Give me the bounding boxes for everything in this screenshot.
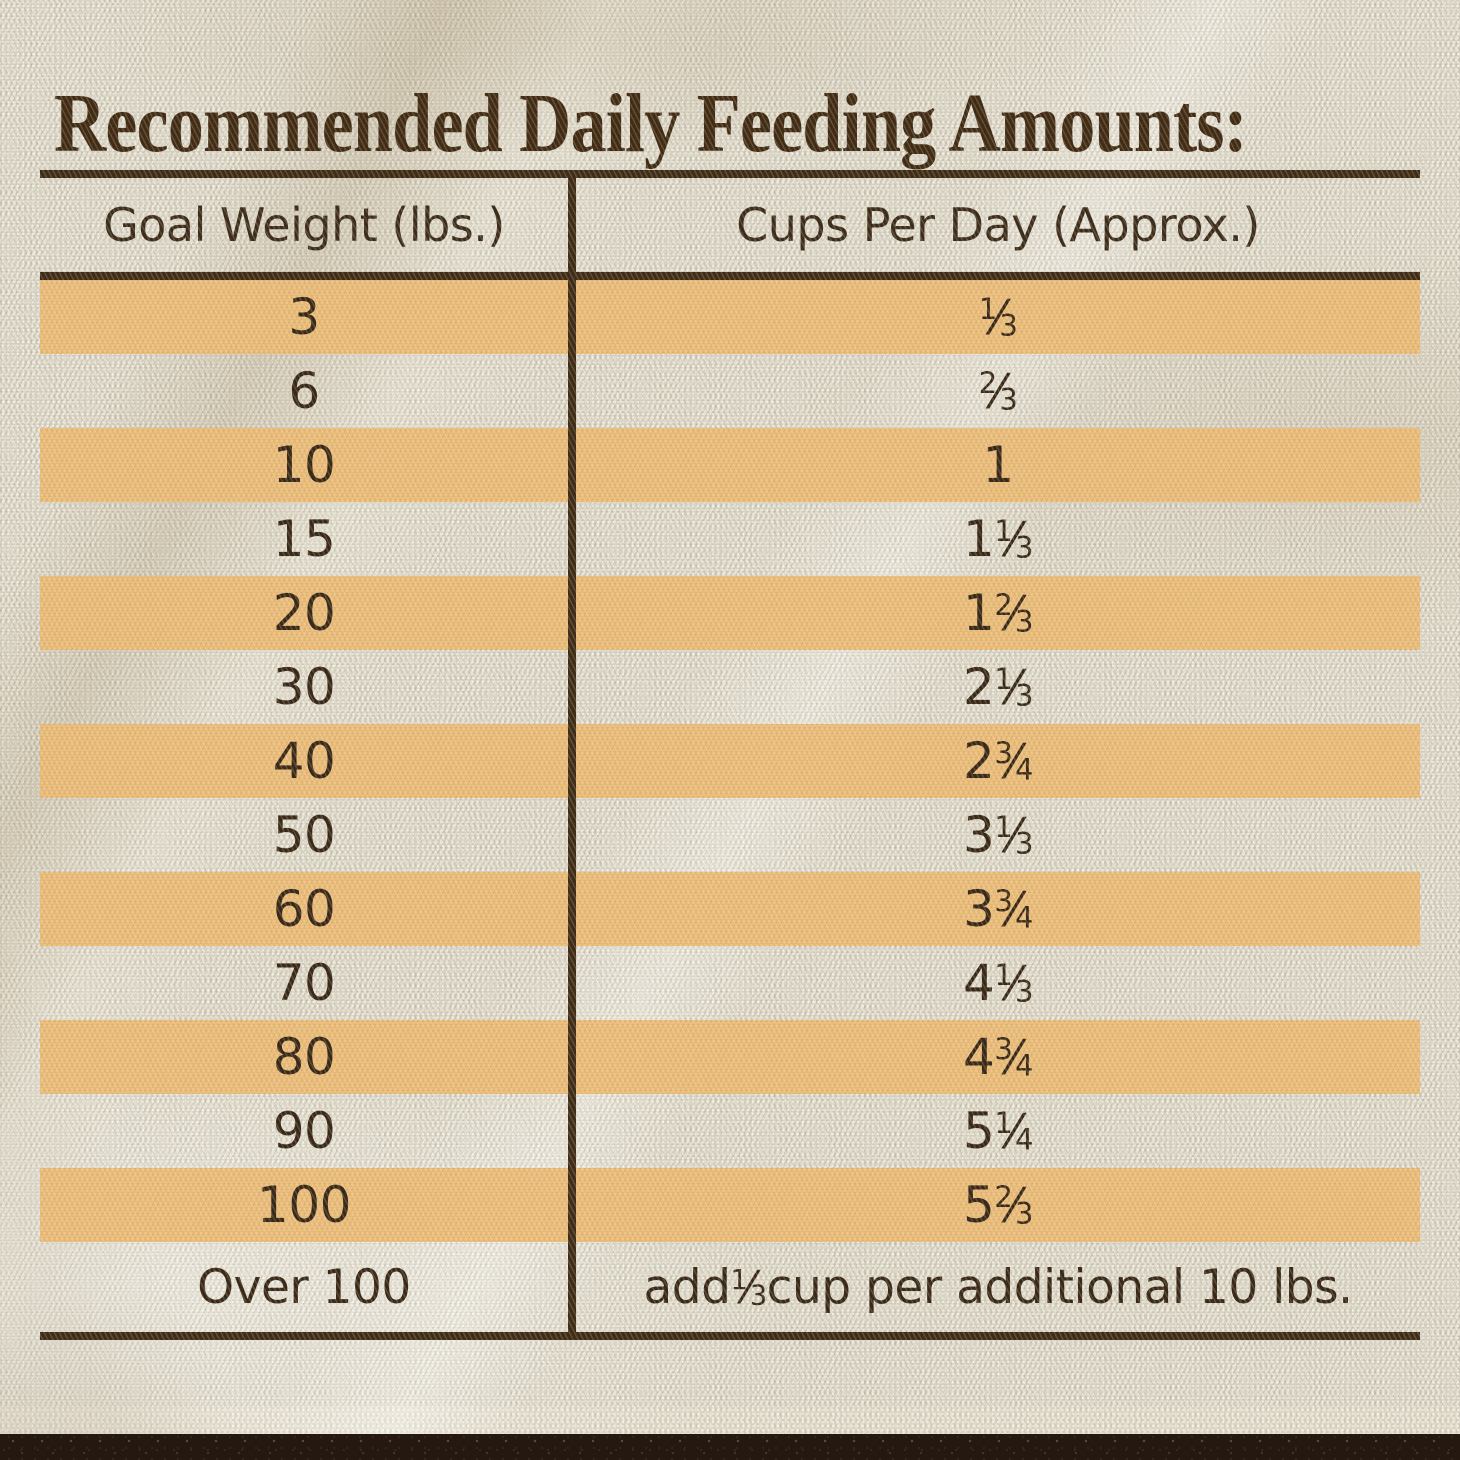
table-row: 15 1 1⁄3 (40, 502, 1420, 576)
goal-weight-cell: 40 (272, 732, 336, 790)
cups-cell: 4 1⁄3 (963, 954, 1033, 1012)
table-top-rule (40, 170, 1420, 178)
fraction: 1⁄3 (978, 291, 1018, 346)
cups-cell: 1⁄3 (576, 280, 1420, 354)
goal-weight-cell: 15 (272, 510, 336, 568)
cups-cell: 3 3⁄4 (963, 880, 1033, 938)
fraction: 1⁄3 (994, 809, 1033, 864)
fraction: 3⁄4 (994, 1031, 1033, 1086)
goal-weight-cell: Over 100 (197, 1259, 411, 1315)
fraction: 3⁄4 (994, 735, 1033, 790)
table-row: 10 1 (40, 428, 1420, 502)
goal-weight-cell: 30 (272, 658, 336, 716)
cups-cell: 2 1⁄3 (963, 658, 1033, 716)
goal-weight-cell: 80 (272, 1028, 336, 1086)
accent-bar (0, 1406, 1460, 1434)
goal-weight-cell: 60 (272, 880, 336, 938)
goal-weight-cell: 20 (272, 584, 336, 642)
header-separator-rule (40, 272, 1420, 280)
cups-cell: 1 (982, 436, 1014, 494)
cups-cell: add 1⁄3 cup per additional 10 lbs. (643, 1259, 1353, 1315)
fraction: 2⁄3 (994, 587, 1033, 642)
goal-weight-cell: 10 (272, 436, 336, 494)
column-header-cups-per-day: Cups Per Day (Approx.) (736, 198, 1260, 252)
column-header-goal-weight: Goal Weight (lbs.) (103, 198, 505, 252)
table-row: 70 4 1⁄3 (40, 946, 1420, 1020)
cups-cell: 5 1⁄4 (963, 1102, 1033, 1160)
table-bottom-rule (40, 1332, 1420, 1340)
goal-weight-cell: 6 (288, 362, 320, 420)
goal-weight-cell: 90 (272, 1102, 336, 1160)
soil-photo-strip (0, 1434, 1460, 1460)
goal-weight-cell: 100 (257, 1176, 351, 1234)
fraction: 1⁄3 (994, 513, 1033, 568)
cups-cell: 2 3⁄4 (963, 732, 1033, 790)
fraction: 1⁄3 (994, 661, 1033, 716)
goal-weight-cell: 50 (272, 806, 336, 864)
table-row: 90 5 1⁄4 (40, 1094, 1420, 1168)
table-row: 20 1 2⁄3 (40, 576, 1420, 650)
page-title: Recommended Daily Feeding Amounts: (54, 77, 1248, 171)
fraction: 1⁄3 (994, 957, 1033, 1012)
fraction: 3⁄4 (994, 883, 1033, 938)
feeding-table-header: Goal Weight (lbs.) Cups Per Day (Approx.… (40, 178, 1420, 272)
cups-cell: 5 2⁄3 (963, 1176, 1033, 1234)
feeding-table-body: 3 1⁄3 6 2⁄3 10 1 15 1 1⁄3 20 1 2⁄3 30 2 1⁄3 40 2 3⁄4 5… (40, 280, 1420, 1332)
table-row: 80 4 3⁄4 (40, 1020, 1420, 1094)
table-row: 100 5 2⁄3 (40, 1168, 1420, 1242)
cups-cell: 1 2⁄3 (963, 584, 1033, 642)
table-row: 50 3 1⁄3 (40, 798, 1420, 872)
fraction: 2⁄3 (994, 1179, 1033, 1234)
table-row: 3 1⁄3 (40, 280, 1420, 354)
cups-cell: 1 1⁄3 (963, 510, 1033, 568)
cups-cell: 2⁄3 (576, 354, 1420, 428)
fraction: 1⁄3 (730, 1261, 767, 1314)
table-row: 6 2⁄3 (40, 354, 1420, 428)
cups-cell: 3 1⁄3 (963, 806, 1033, 864)
column-divider-line (568, 170, 576, 1340)
table-row: 40 2 3⁄4 (40, 724, 1420, 798)
cups-cell: 4 3⁄4 (963, 1028, 1033, 1086)
fraction: 1⁄4 (994, 1105, 1033, 1160)
goal-weight-cell: 3 (288, 288, 320, 346)
table-row: 30 2 1⁄3 (40, 650, 1420, 724)
table-row: 60 3 3⁄4 (40, 872, 1420, 946)
goal-weight-cell: 70 (272, 954, 336, 1012)
fraction: 2⁄3 (978, 365, 1018, 420)
table-row: Over 100 add 1⁄3 cup per additional 10 lb… (40, 1242, 1420, 1332)
